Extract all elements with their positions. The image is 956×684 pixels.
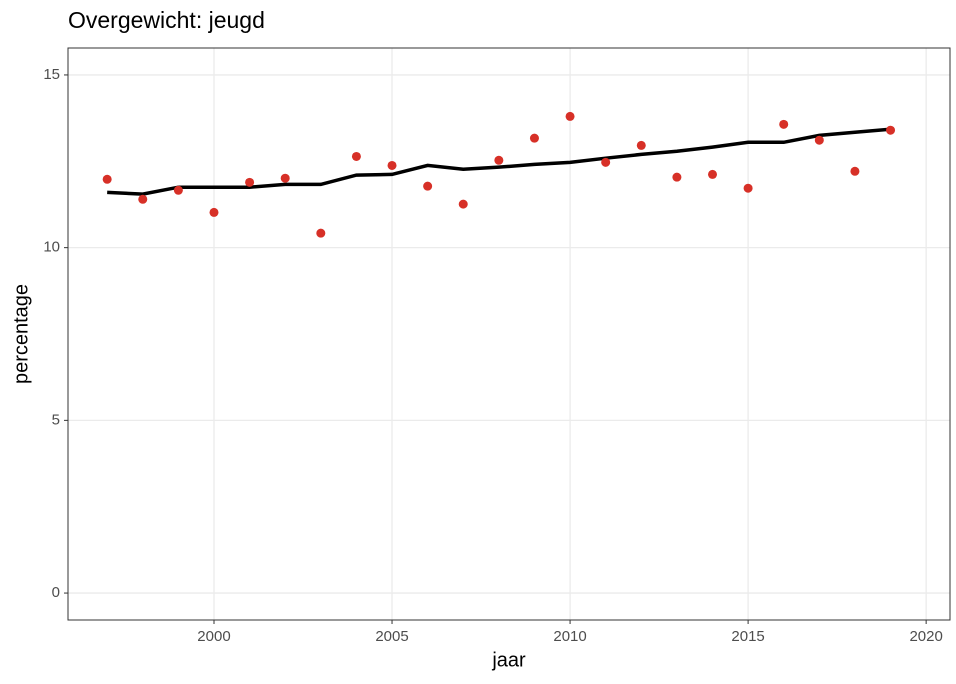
y-axis-label: percentage <box>10 284 32 384</box>
point <box>779 119 789 129</box>
y-tick-label: 5 <box>52 411 60 428</box>
y-tick-label: 0 <box>52 584 60 601</box>
y-tick-label: 15 <box>43 66 60 83</box>
point <box>316 228 326 238</box>
y-tick-label: 10 <box>43 239 60 256</box>
point <box>458 199 468 209</box>
point <box>672 172 682 182</box>
point <box>707 169 717 179</box>
point <box>351 151 361 161</box>
chart-title: Overgewicht: jeugd <box>68 7 265 33</box>
point <box>387 160 397 170</box>
plot-border <box>67 47 951 621</box>
point <box>565 111 575 121</box>
x-tick-label: 2010 <box>553 628 586 645</box>
point <box>173 185 183 195</box>
x-axis-label: jaar <box>491 649 526 671</box>
point <box>886 125 896 135</box>
point <box>102 174 112 184</box>
point <box>280 173 290 183</box>
point <box>601 157 611 167</box>
point <box>529 133 539 143</box>
x-tick-label: 2020 <box>909 628 942 645</box>
point <box>209 207 219 217</box>
point <box>850 166 860 176</box>
x-tick-label: 2000 <box>197 628 230 645</box>
point <box>423 181 433 191</box>
point <box>494 155 504 165</box>
x-tick-label: 2005 <box>375 628 408 645</box>
point <box>814 135 824 145</box>
trend-line <box>107 127 891 196</box>
point <box>245 177 255 187</box>
point <box>138 194 148 204</box>
point <box>743 183 753 193</box>
x-tick-label: 2015 <box>731 628 764 645</box>
point <box>636 140 646 150</box>
